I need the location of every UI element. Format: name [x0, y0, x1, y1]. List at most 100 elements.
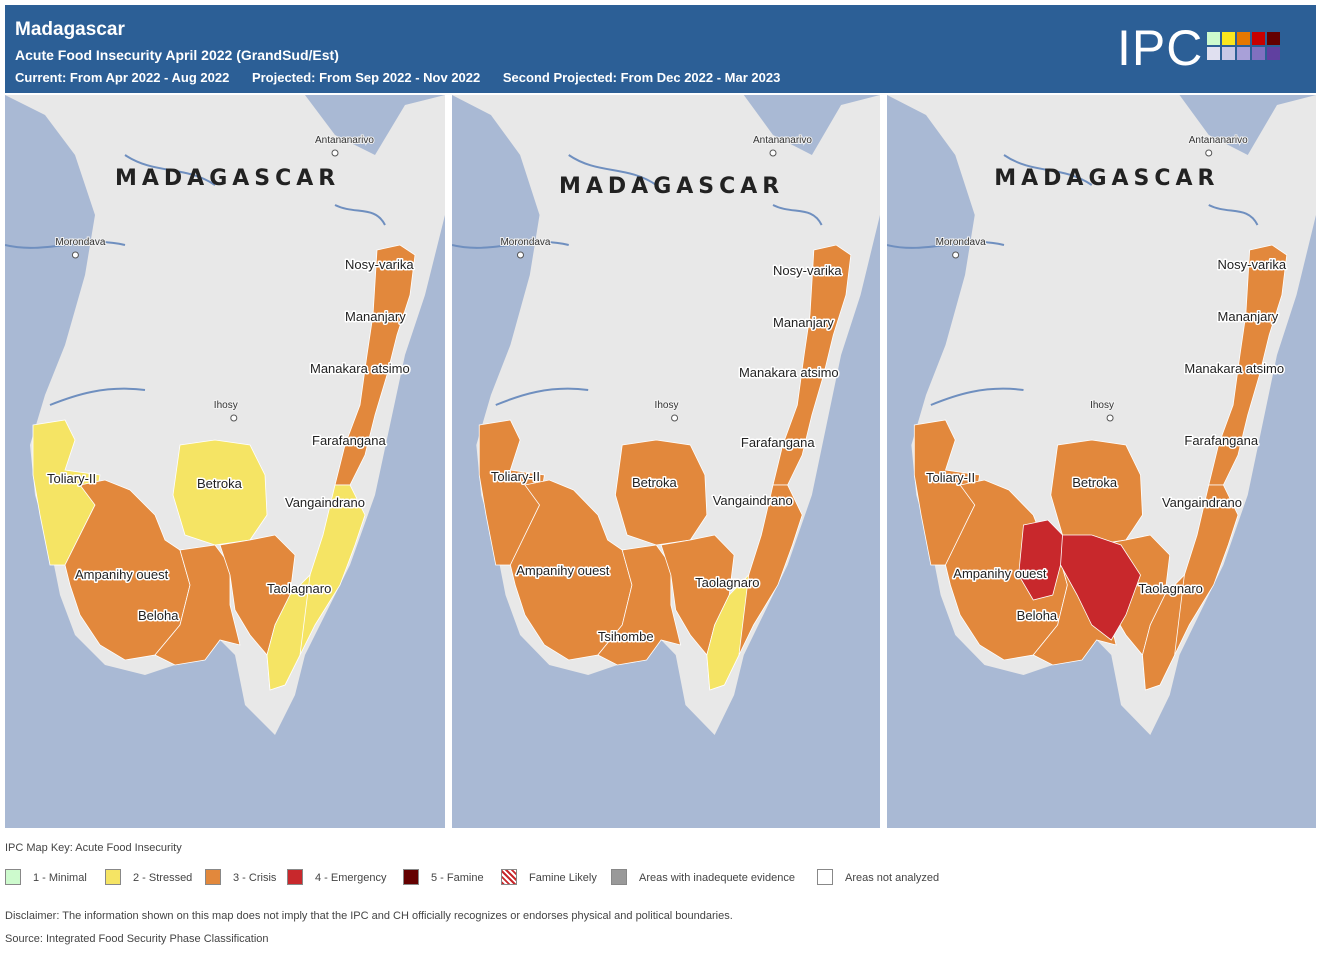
region-south-east-tip[interactable] [1142, 573, 1185, 691]
ipc-logo-square [1237, 47, 1250, 60]
district-label-taolagnaro: Taolagnaro [267, 581, 331, 596]
district-label-vangaindrano: Vangaindrano [713, 493, 793, 508]
river [452, 241, 569, 249]
river [1208, 204, 1259, 226]
district-label-mananjary: Mananjary [345, 309, 406, 324]
city-label-ihosy: Ihosy [1090, 400, 1114, 411]
legend-label: 3 - Crisis [233, 872, 277, 884]
map-header: Madagascar Acute Food Insecurity April 2… [5, 5, 1316, 93]
district-label-farafangana: Farafangana [1184, 433, 1258, 448]
current-period: Current: From Apr 2022 - Aug 2022 [15, 70, 230, 85]
district-label-mananjary: Mananjary [1218, 309, 1279, 324]
city-label-ihosy: Ihosy [655, 400, 679, 411]
river [887, 241, 1005, 249]
period-line: Current: From Apr 2022 - Aug 2022 Projec… [15, 70, 799, 85]
city-dot [230, 414, 238, 422]
legend-label: 4 - Emergency [315, 872, 387, 884]
city-label-morondava: Morondava [500, 237, 550, 248]
district-label-vangaindrano: Vangaindrano [285, 495, 365, 510]
city-dot [331, 149, 339, 157]
river [568, 154, 657, 186]
legend-items: 1 - Minimal 2 - Stressed 3 - Crisis 4 - Eme… [5, 869, 1316, 889]
map-svg: MADAGASCAR Antananarivo Morondava Ihosy Nosy… [887, 95, 1316, 735]
city-dot [952, 251, 960, 259]
region-east-coast[interactable] [1208, 244, 1288, 486]
city-label-antananarivo: Antananarivo [753, 135, 812, 146]
district-label-tsihombe: Tsihombe [598, 629, 654, 644]
legend-swatch [105, 869, 121, 885]
source: Source: Integrated Food Security Phase C… [5, 933, 269, 945]
ipc-logo-square [1252, 32, 1265, 45]
map-panel-second-projected: MADAGASCAR Antananarivo Morondava Ihosy Nosy… [887, 95, 1316, 828]
ipc-logo-square [1222, 47, 1235, 60]
river [334, 204, 386, 226]
district-label-toliary: Toliary-II [491, 469, 540, 484]
district-label-taolagnaro: Taolagnaro [695, 575, 759, 590]
map-legend: IPC Map Key: Acute Food Insecurity 1 - M… [5, 835, 1316, 950]
district-label-betroka: Betroka [197, 476, 243, 491]
ipc-logo-square [1267, 32, 1280, 45]
ipc-logo-square [1267, 47, 1280, 60]
city-dot [1106, 414, 1114, 422]
district-label-nosy-varika: Nosy-varika [1218, 257, 1287, 272]
river [772, 204, 823, 226]
legend-swatch [817, 869, 833, 885]
district-label-mananjary: Mananjary [773, 315, 834, 330]
country-label: MADAGASCAR [994, 166, 1219, 191]
district-label-betroka: Betroka [632, 475, 678, 490]
map-svg: MADAGASCAR Antananarivo Morondava Ihosy Nosy… [5, 95, 445, 735]
map-panel-projected: MADAGASCAR Antananarivo Morondava Ihosy Nosy… [452, 95, 880, 828]
city-label-morondava: Morondava [55, 237, 105, 248]
country-label: MADAGASCAR [559, 174, 784, 199]
river [930, 387, 1024, 406]
country-label: MADAGASCAR [115, 166, 340, 191]
city-label-antananarivo: Antananarivo [1189, 135, 1248, 146]
district-label-manakara: Manakara atsimo [739, 365, 839, 380]
district-label-taolagnaro: Taolagnaro [1139, 581, 1203, 596]
region-betroka[interactable] [615, 439, 708, 546]
district-label-toliary: Toliary-II [47, 471, 96, 486]
map-panel-current: MADAGASCAR Antananarivo Morondava Ihosy Nosy… [5, 95, 445, 828]
legend-label: 1 - Minimal [33, 872, 87, 884]
region-east-coast[interactable] [334, 244, 416, 486]
city-dot [671, 414, 679, 422]
district-label-farafangana: Farafangana [312, 433, 386, 448]
city-dot [769, 149, 777, 157]
district-label-toliary: Toliary-II [926, 470, 975, 485]
region-south-east-tip[interactable] [706, 573, 750, 691]
region-east-coast[interactable] [772, 244, 852, 486]
district-label-beloha: Beloha [1017, 608, 1058, 623]
district-label-betroka: Betroka [1072, 475, 1118, 490]
projected-period: Projected: From Sep 2022 - Nov 2022 [251, 70, 481, 85]
city-label-morondava: Morondava [936, 237, 986, 248]
ipc-logo-square [1207, 32, 1220, 45]
legend-swatch [501, 869, 517, 885]
legend-swatch [5, 869, 21, 885]
ipc-logo-square [1252, 47, 1265, 60]
district-label-ampanihy: Ampanihy ouest [75, 567, 169, 582]
district-label-vangaindrano: Vangaindrano [1162, 495, 1242, 510]
city-dot [516, 251, 524, 259]
ipc-logo-square [1222, 32, 1235, 45]
legend-label: Areas with inadequete evidence [639, 872, 795, 884]
district-label-nosy-varika: Nosy-varika [773, 263, 842, 278]
region-betroka[interactable] [1050, 439, 1143, 546]
map-svg: MADAGASCAR Antananarivo Morondava Ihosy Nosy… [452, 95, 880, 735]
river [5, 241, 126, 249]
district-label-manakara: Manakara atsimo [310, 361, 410, 376]
region-emergency-zone[interactable] [1018, 519, 1141, 641]
legend-label: 5 - Famine [431, 872, 484, 884]
legend-swatch [403, 869, 419, 885]
ipc-logo-square [1237, 32, 1250, 45]
legend-label: 2 - Stressed [133, 872, 193, 884]
district-label-nosy-varika: Nosy-varika [345, 257, 414, 272]
region-betroka[interactable] [172, 439, 268, 546]
legend-title: IPC Map Key: Acute Food Insecurity [5, 842, 182, 854]
district-label-manakara: Manakara atsimo [1184, 361, 1284, 376]
city-dot [1205, 149, 1213, 157]
legend-label: Areas not analyzed [845, 872, 940, 884]
second-projected-period: Second Projected: From Dec 2022 - Mar 20… [502, 70, 781, 85]
disclaimer: Disclaimer: The information shown on thi… [5, 910, 733, 922]
region-south-east-tip[interactable] [266, 573, 311, 691]
maps-area: MADAGASCAR Antananarivo Morondava Ihosy Nosy… [5, 95, 1316, 828]
